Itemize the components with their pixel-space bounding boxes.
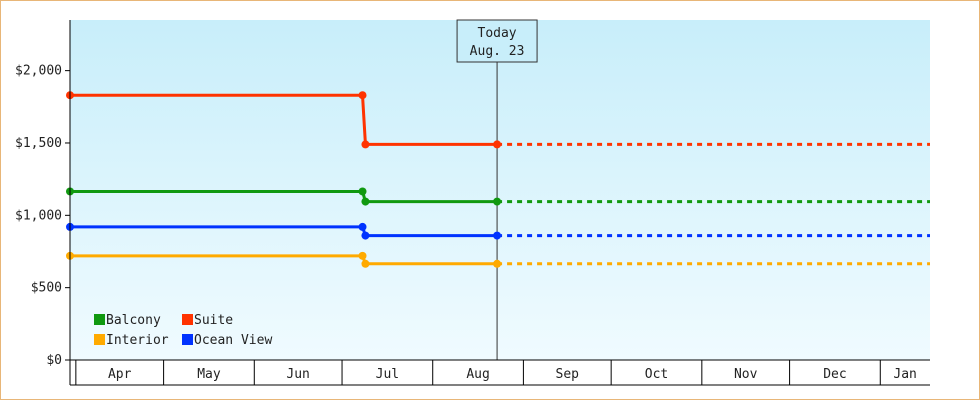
legend-swatch-suite — [182, 314, 193, 325]
data-point-ocean-view — [493, 231, 502, 240]
legend-swatch-ocean-view — [182, 334, 193, 345]
x-tick-label: May — [197, 367, 221, 382]
y-tick-label: $0 — [46, 353, 62, 368]
y-tick-label: $1,000 — [15, 208, 62, 223]
data-point-suite — [493, 140, 502, 149]
legend-label-balcony: Balcony — [106, 313, 161, 328]
x-tick-label: Dec — [823, 367, 846, 382]
data-point-interior — [361, 259, 370, 268]
today-date-label: Aug. 23 — [470, 44, 525, 59]
data-point-interior — [358, 251, 367, 260]
x-tick-label: Apr — [108, 367, 132, 382]
x-tick-label: Jun — [286, 367, 309, 382]
data-point-interior — [493, 259, 502, 268]
data-point-balcony — [358, 187, 367, 196]
today-label: Today — [478, 26, 517, 41]
x-tick-label: Aug — [466, 367, 489, 382]
x-tick-label: Nov — [734, 367, 758, 382]
legend-label-suite: Suite — [194, 313, 233, 328]
series-line-ocean-view — [70, 225, 498, 238]
data-point-balcony — [361, 197, 370, 206]
x-tick-label: Jan — [893, 367, 916, 382]
x-tick-label: Sep — [556, 367, 580, 382]
data-point-balcony — [493, 197, 502, 206]
today-box — [456, 19, 538, 63]
y-tick-label: $500 — [31, 281, 62, 296]
series-line-balcony — [70, 189, 498, 204]
series-line-suite — [70, 93, 498, 146]
data-point-ocean-view — [361, 231, 370, 240]
y-tick-label: $2,000 — [15, 64, 62, 79]
x-tick-label: Oct — [645, 367, 668, 382]
legend-label-interior: Interior — [106, 333, 169, 348]
data-point-ocean-view — [358, 222, 367, 231]
legend-label-ocean-view: Ocean View — [194, 333, 272, 348]
x-tick-label: Jul — [376, 367, 399, 382]
data-point-suite — [358, 91, 367, 100]
series-line-interior — [70, 254, 498, 266]
legend-swatch-interior — [94, 334, 105, 345]
data-point-suite — [361, 140, 370, 149]
legend-swatch-balcony — [94, 314, 105, 325]
y-tick-label: $1,500 — [15, 136, 62, 151]
